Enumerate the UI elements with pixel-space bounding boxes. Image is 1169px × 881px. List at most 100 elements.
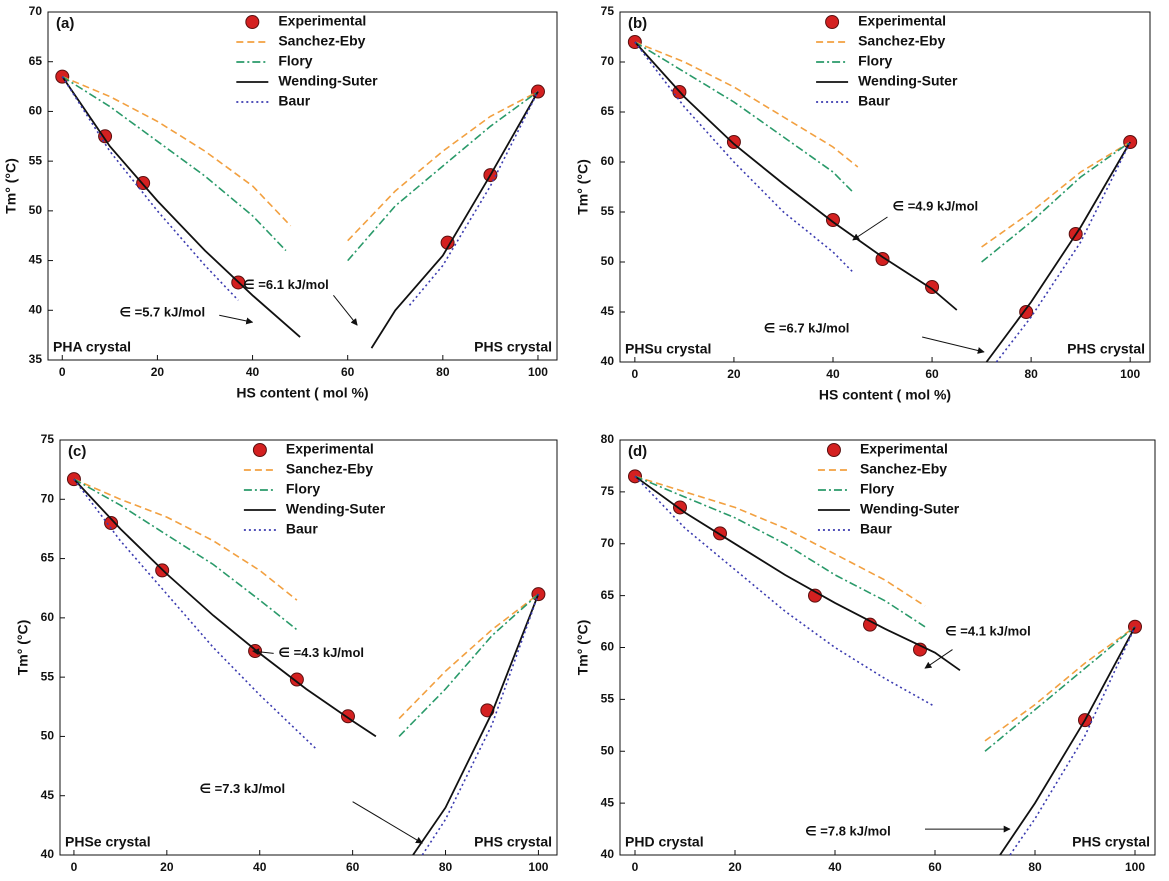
legend-label: Wending-Suter <box>286 501 386 517</box>
panel-label: (d) <box>628 443 647 460</box>
y-tick-label: 70 <box>601 54 615 68</box>
annotation: ∈ =6.1 kJ/mol <box>243 277 329 292</box>
legend-label: Baur <box>858 93 890 109</box>
x-axis-label: HS content ( mol %) <box>821 880 953 881</box>
legend-label: Experimental <box>860 441 948 457</box>
series-line <box>634 41 1131 363</box>
legend-label: Wending-Suter <box>858 73 958 89</box>
x-tick-label: 80 <box>1028 860 1042 874</box>
y-tick-label: 40 <box>41 847 55 861</box>
annotation: ∈ =5.7 kJ/mol <box>119 305 205 320</box>
y-tick-label: 75 <box>41 432 55 446</box>
x-tick-label: 0 <box>71 860 78 874</box>
x-tick-label: 0 <box>59 365 66 379</box>
legend-label: Flory <box>286 481 320 497</box>
y-tick-label: 45 <box>29 253 43 267</box>
data-point <box>104 516 119 530</box>
x-tick-label: 20 <box>727 367 741 381</box>
series-line <box>634 475 1136 856</box>
series-line <box>61 75 539 262</box>
series-line <box>61 76 539 306</box>
x-tick-label: 60 <box>341 365 355 379</box>
y-tick-label: 75 <box>601 4 615 18</box>
panel-label: (c) <box>68 443 86 460</box>
series-line <box>634 475 1136 752</box>
legend-label: Experimental <box>286 441 374 457</box>
panel: 35 40 45 50 55 60 65 70 0 20 40 60 80 100 HS content (… <box>3 4 558 401</box>
y-tick-label: 40 <box>29 302 43 316</box>
y-tick-label: 70 <box>41 491 55 505</box>
y-tick-label: 65 <box>601 104 615 118</box>
y-tick-label: 65 <box>41 551 55 565</box>
series-line <box>634 41 1131 248</box>
region-label: PHS crystal <box>1072 834 1150 850</box>
y-tick-label: 45 <box>601 304 615 318</box>
x-tick-label: 40 <box>246 365 260 379</box>
x-axis-label: HS content ( mol %) <box>236 385 368 401</box>
legend-marker <box>825 15 840 29</box>
x-tick-label: 100 <box>1125 860 1145 874</box>
annotation: ∈ =4.9 kJ/mol <box>892 198 978 213</box>
x-tick-label: 100 <box>1120 367 1140 381</box>
y-tick-label: 40 <box>601 847 615 861</box>
legend-label: Wending-Suter <box>278 73 378 89</box>
series-line <box>61 76 539 349</box>
series-line <box>634 41 1131 363</box>
legend-label: Sanchez-Eby <box>858 33 945 49</box>
series-line <box>73 478 540 856</box>
region-label: PHS crystal <box>474 339 552 355</box>
series-line <box>73 478 540 856</box>
y-tick-label: 70 <box>29 4 43 18</box>
region-label: PHD crystal <box>625 834 704 850</box>
y-tick-label: 50 <box>41 729 55 743</box>
x-tick-label: 60 <box>928 860 942 874</box>
x-tick-label: 60 <box>925 367 939 381</box>
y-tick-label: 80 <box>601 432 615 446</box>
x-tick-label: 60 <box>346 860 360 874</box>
series-line <box>73 478 539 720</box>
x-tick-label: 40 <box>826 367 840 381</box>
y-tick-label: 45 <box>601 795 615 809</box>
x-tick-label: 20 <box>160 860 174 874</box>
legend-label: Baur <box>860 521 892 537</box>
plot-frame <box>619 11 1151 363</box>
panel: 40 45 50 55 60 65 70 75 0 20 40 60 80 100 HS content (… <box>575 4 1151 403</box>
y-tick-label: 40 <box>601 354 615 368</box>
legend-label: Sanchez-Eby <box>286 461 373 477</box>
y-tick-label: 50 <box>601 254 615 268</box>
series-line <box>634 475 1136 742</box>
annotation: ∈ =6.7 kJ/mol <box>764 320 850 335</box>
series-line <box>634 41 1131 263</box>
data-point <box>289 672 304 687</box>
y-tick-label: 60 <box>41 610 55 624</box>
legend-label: Flory <box>860 481 894 497</box>
panel: 40 45 50 55 60 65 70 75 0 20 40 60 80 100 HS content (… <box>15 432 558 881</box>
legend-marker <box>826 443 841 457</box>
legend-label: Experimental <box>858 13 946 29</box>
x-tick-label: 80 <box>436 365 450 379</box>
annotation-arrow <box>852 216 888 241</box>
legend-label: Sanchez-Eby <box>278 33 365 49</box>
legend-label: Flory <box>278 53 312 69</box>
x-tick-label: 80 <box>439 860 453 874</box>
legend-marker <box>252 443 267 457</box>
x-tick-label: 40 <box>253 860 267 874</box>
y-tick-label: 55 <box>41 669 55 683</box>
x-tick-label: 0 <box>632 860 639 874</box>
y-tick-label: 55 <box>601 204 615 218</box>
y-tick-label: 45 <box>41 788 55 802</box>
annotation-arrow <box>352 801 423 844</box>
region-label: PHS crystal <box>1067 341 1145 357</box>
y-tick-label: 55 <box>29 153 43 167</box>
y-tick-label: 35 <box>29 352 43 366</box>
panel-label: (a) <box>56 15 74 32</box>
y-axis-label: Tm° (°C) <box>575 620 591 676</box>
x-tick-label: 100 <box>528 860 548 874</box>
data-point <box>925 280 940 294</box>
data-point <box>726 135 741 149</box>
annotation-arrow <box>252 648 274 656</box>
legend-label: Wending-Suter <box>860 501 960 517</box>
legend-label: Baur <box>286 521 318 537</box>
x-tick-label: 40 <box>828 860 842 874</box>
